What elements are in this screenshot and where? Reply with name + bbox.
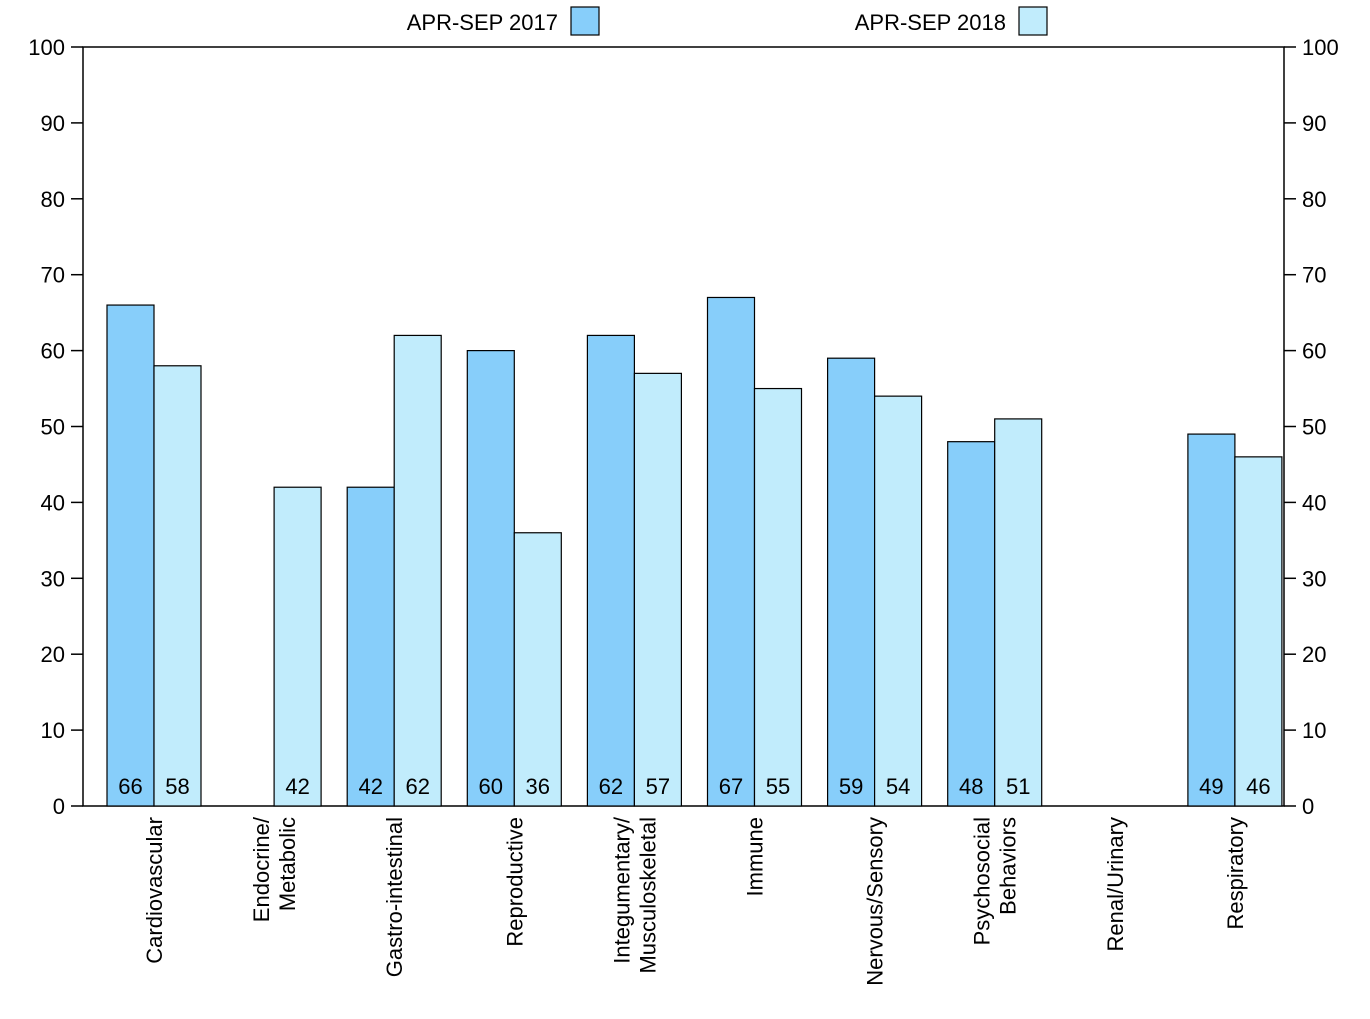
category-label-line: Endocrine/ [249,816,274,922]
bar-value-label: 48 [959,774,983,799]
bar [1187,433,1236,807]
legend-label: APR-SEP 2018 [855,10,1006,35]
axes: 0 0 10 10 20 20 30 30 40 40 50 50 60 60 70 70 80 80 90 90 10… [28,35,1338,819]
left-tick-label: 30 [41,566,65,591]
bar [106,304,155,807]
category-label-line: Gastro-intestinal [382,817,407,977]
bar-value-label: 49 [1199,774,1223,799]
right-tick-label: 0 [1302,794,1314,819]
bar [947,441,996,807]
category-labels: Cardiovascular Endocrine/Metabolic Gastro-… [142,816,1248,986]
bar-value-label: 54 [886,774,910,799]
category-label-line: Reproductive [502,817,527,947]
right-tick-label: 80 [1302,187,1326,212]
bar-value-label: 60 [479,774,503,799]
left-tick-label: 80 [41,187,65,212]
category-label-line: Immune [743,817,768,896]
category-label-line: Behaviors [996,817,1021,915]
bar [153,365,202,807]
bar-value-label: 59 [839,774,863,799]
right-tick-label: 100 [1302,35,1339,60]
plot-frame [82,46,1285,807]
left-tick-label: 70 [41,263,65,288]
data-labels: 66 42 60 62 67 59 48 49 58 42 62 36 57 55 54 51 46 [118,774,1270,799]
category-label: Nervous/Sensory [863,817,888,986]
category-label: Immune [743,817,768,896]
left-tick-label: 40 [41,490,65,515]
left-tick-label: 90 [41,111,65,136]
left-tick-label: 60 [41,339,65,364]
category-label: Integumentary/Musculoskeletal [609,816,660,973]
category-label-line: Respiratory [1223,817,1248,929]
bar [393,334,442,807]
bar [346,486,395,807]
legend-swatch [1018,6,1048,36]
category-label-line: Metabolic [275,817,300,911]
right-tick-label: 10 [1302,718,1326,743]
bar-value-label: 42 [285,774,309,799]
right-tick-label: 90 [1302,111,1326,136]
bar-value-label: 62 [599,774,623,799]
category-label-line: Cardiovascular [142,817,167,964]
category-label-line: Psychosocial [970,817,995,945]
bar [826,357,876,807]
left-tick-label: 100 [28,35,65,60]
category-label: Renal/Urinary [1103,817,1128,952]
bar [1234,456,1283,807]
category-label: Respiratory [1223,817,1248,929]
category-label: Psychosocial Behaviors [970,817,1021,945]
bar-value-label: 57 [646,774,670,799]
bar [586,334,636,807]
bar [466,350,515,807]
category-label-line: Musculoskeletal [635,817,660,974]
category-label: Cardiovascular [142,817,167,964]
bar [513,532,562,807]
category-label-line: Renal/Urinary [1103,817,1128,952]
category-label: Reproductive [502,817,527,947]
bar-value-label: 51 [1006,774,1030,799]
right-tick-label: 70 [1302,263,1326,288]
bar [753,387,803,807]
category-label: Gastro-intestinal [382,817,407,977]
category-label-line: Integumentary/ [609,816,634,964]
bar-value-label: 36 [526,774,550,799]
right-tick-label: 50 [1302,415,1326,440]
bar [273,486,322,807]
bar-value-label: 66 [118,774,142,799]
bar [706,296,756,807]
category-label-line: Nervous/Sensory [863,817,888,986]
legend-swatch [570,6,600,36]
left-tick-label: 50 [41,415,65,440]
bar-value-label: 67 [719,774,743,799]
bar-value-label: 42 [358,774,382,799]
right-tick-label: 60 [1302,339,1326,364]
bars [106,296,1283,807]
legend-label: APR-SEP 2017 [407,10,558,35]
category-label: Endocrine/Metabolic [249,816,300,922]
right-tick-label: 30 [1302,566,1326,591]
left-tick-label: 20 [41,642,65,667]
bar-value-label: 55 [766,774,790,799]
left-tick-label: 10 [41,718,65,743]
right-tick-label: 20 [1302,642,1326,667]
legend: APR-SEP 2017 APR-SEP 2018 [407,6,1048,36]
bar [633,372,683,807]
left-tick-label: 0 [53,794,65,819]
bar [994,418,1043,807]
bar-value-label: 58 [165,774,189,799]
bar [873,395,923,807]
bar-value-label: 46 [1246,774,1270,799]
bar-value-label: 62 [405,774,429,799]
right-tick-label: 40 [1302,490,1326,515]
